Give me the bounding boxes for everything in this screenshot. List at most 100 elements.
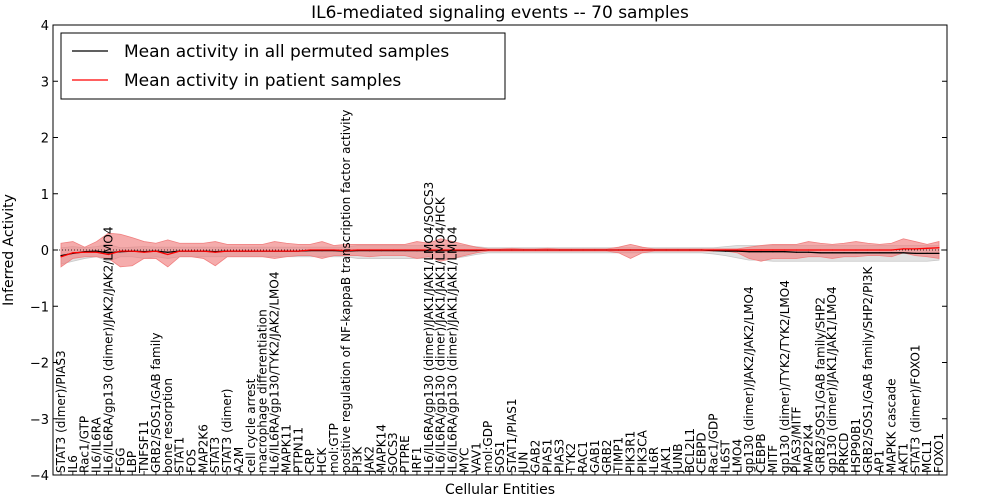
series-1-point-23 (333, 249, 335, 251)
series-1-point-35 (475, 249, 477, 251)
series-1-point-55 (712, 249, 715, 251)
series-0-point-62 (796, 251, 798, 253)
x-category-label-46: GRB2 (600, 439, 614, 473)
x-category-label-26: JAK2 (362, 446, 376, 474)
series-1-point-19 (285, 250, 288, 252)
x-category-label-22: HCK (315, 447, 329, 473)
x-category-label-27: MAPK14 (374, 424, 388, 473)
series-1-point-64 (819, 249, 821, 251)
x-category-label-58: gp130 (dimer)/JAK2/JAK2/LMO4 (742, 286, 756, 473)
x-category-label-43: TYK2 (564, 443, 578, 474)
series-1-point-34 (463, 249, 466, 251)
series-1-point-63 (807, 249, 810, 251)
series-0-point-66 (843, 252, 845, 254)
series-1-point-42 (558, 249, 560, 251)
series-1-point-54 (701, 249, 703, 251)
x-category-label-3: IL6/IL6RA (90, 416, 104, 473)
series-1-point-72 (914, 248, 916, 250)
x-category-label-59: CEBPB (754, 433, 768, 473)
y-tick-label-7: 3 (41, 75, 49, 90)
series-1-point-12 (202, 250, 204, 252)
x-category-label-18: IL6/IL6RA/gp130/TYK2/JAK2/LMO4 (268, 272, 282, 473)
series-1-point-46 (606, 249, 608, 251)
x-category-label-28: SOCS3 (386, 432, 400, 473)
x-category-label-61: gp130 (dimer)/TYK2/TYK2/LMO4 (778, 280, 792, 473)
x-category-label-5: FGG (113, 448, 127, 474)
series-1-point-17 (262, 250, 264, 252)
series-0-point-4 (107, 252, 110, 254)
series-1-point-71 (902, 248, 905, 250)
series-1-point-32 (440, 249, 442, 251)
x-category-label-40: GAB2 (529, 440, 543, 473)
series-1-point-68 (867, 249, 869, 251)
series-1-point-39 (523, 249, 525, 251)
series-1-point-74 (938, 247, 940, 249)
series-0-point-69 (879, 252, 881, 254)
y-axis-title: Inferred Activity (1, 194, 17, 306)
y-tick-label-6: 2 (41, 132, 49, 147)
x-category-label-64: GRB2/SOS1/GAB family/SHP2 (813, 297, 827, 473)
legend-box (60, 32, 506, 100)
series-0-point-60 (772, 251, 774, 253)
x-category-label-53: BCL2L1 (683, 428, 697, 473)
series-0-point-65 (831, 252, 833, 254)
series-0-point-64 (819, 252, 821, 254)
x-category-label-23: mol:GTP (327, 423, 341, 473)
x-category-label-70: MAPKK cascade (885, 378, 899, 473)
x-category-label-11: FOS (185, 449, 199, 473)
x-category-label-74: FOXO1 (932, 433, 946, 473)
x-category-label-63: MAP2K4 (801, 424, 815, 473)
series-1-point-24 (345, 249, 347, 252)
series-1-point-51 (665, 249, 667, 251)
series-1-point-43 (570, 249, 572, 251)
x-category-label-34: MYC (457, 448, 471, 473)
series-1-point-40 (534, 249, 537, 251)
x-category-label-60: MITF (766, 445, 780, 473)
series-1-point-48 (629, 249, 632, 251)
series-1-point-30 (416, 249, 418, 251)
x-category-label-29: PTPRE (398, 435, 412, 473)
x-category-label-2: Rac1/GTP (78, 416, 92, 473)
x-category-label-45: GAB1 (588, 440, 602, 473)
series-1-point-7 (143, 251, 145, 253)
series-1-point-13 (214, 251, 216, 253)
series-0-point-71 (902, 252, 905, 254)
series-1-point-59 (760, 249, 762, 251)
series-1-point-28 (392, 249, 394, 251)
series-1-point-29 (404, 249, 406, 251)
x-category-label-57: LMO4 (730, 439, 744, 473)
legend-label-permuted: Mean activity in all permuted samples (124, 42, 449, 62)
x-category-label-73: MCL1 (920, 440, 934, 473)
x-category-label-7: TNFSF11 (137, 420, 151, 474)
series-1-point-61 (784, 249, 786, 251)
series-0-point-72 (914, 252, 916, 254)
x-category-label-4: IL6/IL6RA/gp130 (dimer)/JAK2/JAK2/LMO4 (101, 227, 115, 473)
x-category-label-36: mol:GDP (481, 421, 495, 473)
y-tick-label-0: −4 (30, 469, 49, 484)
series-1-point-25 (357, 249, 359, 251)
series-1-point-21 (309, 249, 311, 251)
x-category-label-52: JUNB (671, 443, 685, 474)
series-0-point-57 (736, 250, 738, 252)
series-1-point-3 (95, 251, 98, 253)
x-axis-title: Cellular Entities (445, 482, 555, 498)
series-1-point-26 (368, 249, 371, 251)
series-1-point-58 (748, 249, 750, 251)
series-1-point-6 (131, 250, 133, 252)
x-category-label-67: HSP90B1 (849, 418, 863, 473)
series-1-point-56 (724, 249, 727, 251)
series-0-point-63 (807, 251, 810, 253)
x-category-label-6: LBP (125, 451, 139, 473)
series-0-point-61 (784, 251, 786, 253)
series-1-point-11 (190, 250, 193, 252)
x-category-label-31: IL6/IL6RA/gp130 (dimer)/JAK1/JAK1/LMO4/S… (422, 182, 436, 473)
x-category-label-37: SOS1 (493, 441, 507, 473)
x-category-label-71: AKT1 (896, 443, 910, 473)
series-1-point-66 (843, 249, 845, 251)
y-tick-label-5: 1 (41, 188, 49, 203)
x-category-label-49: PIK3CA (635, 429, 649, 473)
series-1-point-53 (689, 249, 691, 251)
series-1-point-16 (250, 250, 252, 252)
x-category-label-0: STAT3 (dimer)/PIAS3 (54, 350, 68, 473)
x-category-label-30: IRF1 (410, 447, 424, 473)
